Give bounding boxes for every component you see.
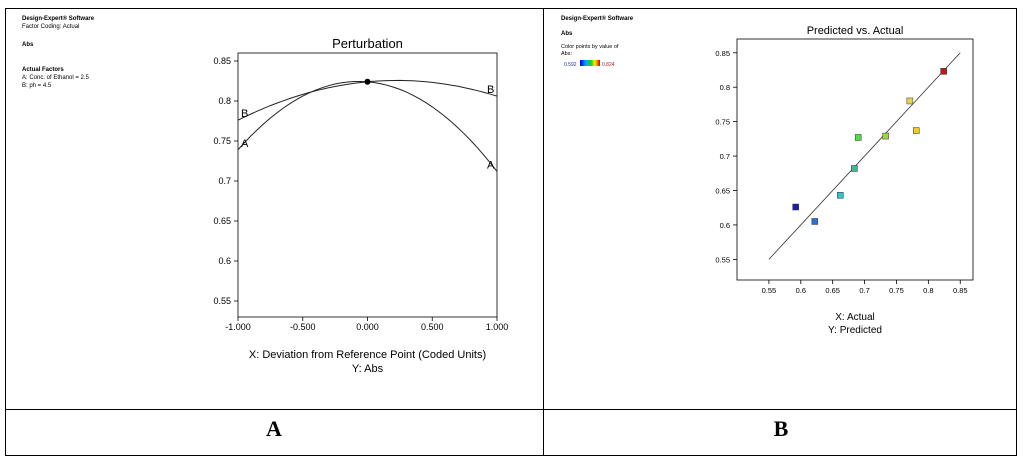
panel-b-color-label: Color points by value of Abs: [561, 44, 620, 57]
data-point [882, 132, 889, 140]
x-tick-label: 0.75 [889, 286, 904, 295]
panel-a-response: Abs [22, 42, 34, 48]
panel-a-factor-a: A: Conc. of Ethanol = 2.5 [22, 75, 90, 81]
panel-b-letter: B [774, 416, 789, 441]
y-tick-label: 0.7 [720, 152, 730, 161]
x-tick-label: 0.6 [796, 286, 806, 295]
perturbation-chart: Perturbation 0.55 0.6 0.65 0.7 0.75 0.8 0.85 -1.… [213, 36, 508, 375]
x-axis-label: X: Deviation from Reference Point (Coded… [249, 349, 486, 361]
x-tick-label: 0.7 [859, 286, 869, 295]
y-tick-label: 0.75 [213, 136, 231, 146]
x-tick-label: -0.500 [290, 322, 316, 332]
panel-a-header: Design-Expert® Software Factor Coding: A… [22, 15, 95, 89]
x-tick-label: 0.8 [923, 286, 933, 295]
panel-b-color-min: 0.592 [564, 62, 577, 68]
x-tick-label: 0.85 [953, 286, 968, 295]
panel-a-factor-b: B: ph = 4.5 [22, 83, 52, 89]
x-tick-label: 0.55 [762, 286, 777, 295]
plot-frame [237, 52, 498, 318]
y-tick-label: 0.65 [715, 186, 730, 195]
panel-b-header: Design-Expert® Software Abs Color points… [561, 15, 634, 68]
figure-frame [5, 8, 1017, 456]
series-b-label-left: B [241, 108, 248, 120]
data-point [906, 97, 914, 105]
panel-a-coding: Factor Coding: Actual [22, 24, 79, 30]
panel-b-color-bar [580, 60, 600, 66]
y-tick-label: 0.8 [218, 96, 231, 106]
predicted-vs-actual-chart: Predicted vs. Actual 0.55 0.6 0.65 0.7 0.75 0.… [715, 25, 974, 336]
x-tick-label: 0.65 [825, 286, 840, 295]
chart-title: Predicted vs. Actual [807, 25, 904, 37]
y-tick-label: 0.7 [218, 176, 231, 186]
series-a-label-left: A [241, 138, 249, 150]
y-tick-label: 0.6 [720, 221, 730, 230]
chart-title: Perturbation [332, 36, 403, 51]
panel-a-factors-heading: Actual Factors [22, 67, 64, 73]
data-point [811, 218, 819, 225]
y-tick-label: 0.55 [213, 296, 231, 306]
data-point [940, 68, 947, 75]
series-b-line [238, 79, 497, 121]
data-point [792, 203, 799, 211]
y-axis-label: Y: Abs [352, 363, 384, 375]
data-point [854, 134, 862, 141]
x-axis-label: X: Actual [835, 312, 874, 323]
y-tick-label: 0.8 [720, 83, 730, 92]
data-point [912, 127, 920, 134]
panel-a-software: Design-Expert® Software [22, 15, 95, 22]
data-point [851, 165, 858, 172]
reference-point [364, 78, 371, 85]
series-b-label-right: B [487, 84, 494, 96]
y-tick-label: 0.55 [715, 255, 730, 264]
y-tick-label: 0.85 [715, 49, 730, 58]
data-point [837, 192, 844, 199]
x-tick-label: 0.000 [356, 322, 379, 332]
y-tick-label: 0.85 [213, 56, 231, 66]
series-a-line [238, 81, 497, 172]
y-tick-label: 0.6 [218, 256, 231, 266]
series-a-label-right: A [487, 159, 495, 171]
panel-a-letter: A [266, 416, 282, 441]
plot-frame [736, 38, 974, 281]
panel-b-color-max: 0.824 [602, 62, 615, 68]
x-tick-label: 1.000 [486, 322, 509, 332]
y-tick-label: 0.65 [213, 216, 231, 226]
reference-line [768, 52, 961, 260]
y-axis-label: Y: Predicted [828, 325, 882, 336]
panel-b-response: Abs [561, 31, 573, 37]
x-tick-label: -1.000 [225, 322, 251, 332]
y-tick-label: 0.75 [715, 118, 730, 127]
x-tick-label: 0.500 [421, 322, 444, 332]
panel-b-software: Design-Expert® Software [561, 15, 634, 22]
